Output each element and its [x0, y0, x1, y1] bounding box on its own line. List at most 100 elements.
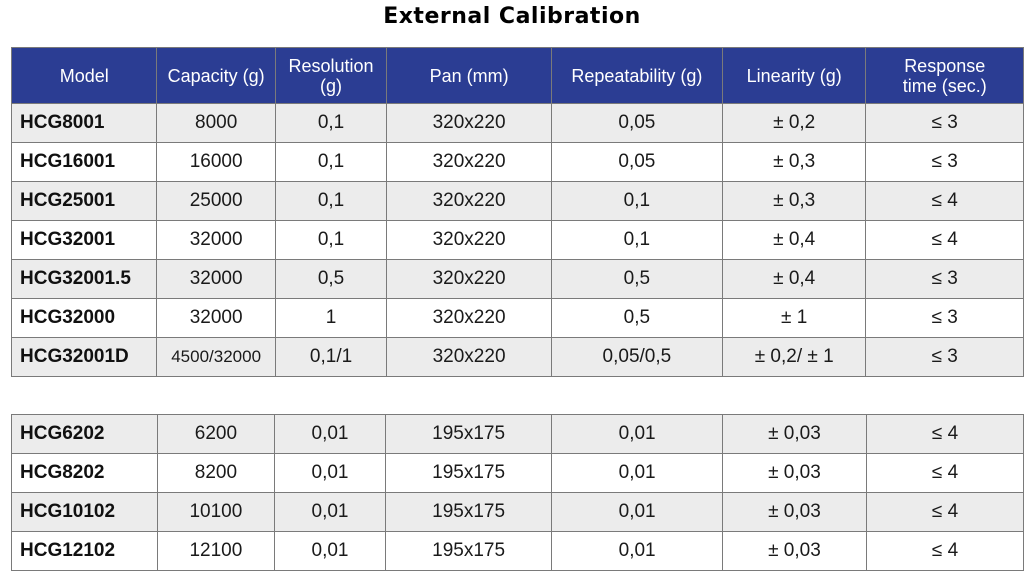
cell-linearity: ± 0,4 [721, 220, 867, 260]
table-header-row: Model Capacity (g) Resolution (g) Pan (m… [10, 47, 1024, 104]
cell-response-time: ≤ 4 [866, 414, 1024, 454]
cell-resolution: 0,01 [274, 414, 386, 454]
cell-pan: 320x220 [386, 298, 552, 338]
header-repeatability: Repeatability (g) [550, 47, 723, 104]
cell-pan: 320x220 [386, 337, 552, 377]
cell-pan: 195x175 [384, 453, 553, 493]
cell-resolution: 0,1 [274, 103, 388, 143]
cell-capacity: 6200 [156, 414, 276, 454]
table-body-group1: HCG8001 8000 0,1 320x220 0,05 ± 0,2 ≤ 3 HCG1600… [10, 103, 1024, 377]
cell-response-time: ≤ 4 [866, 531, 1024, 571]
cell-response-time: ≤ 3 [865, 103, 1024, 143]
cell-pan: 320x220 [386, 103, 552, 143]
cell-pan: 195x175 [384, 414, 553, 454]
table-row: HCG25001 25000 0,1 320x220 0,1 ± 0,3 ≤ 4 [10, 181, 1024, 221]
cell-repeatability: 0,05 [550, 142, 723, 182]
cell-repeatability: 0,01 [551, 414, 723, 454]
cell-repeatability: 0,05 [550, 103, 723, 143]
cell-linearity: ± 0,03 [721, 414, 868, 454]
header-resolution-line2: (g) [320, 75, 343, 96]
cell-repeatability: 0,1 [550, 220, 723, 260]
cell-capacity: 32000 [156, 298, 276, 338]
cell-linearity: ± 0,2/ ± 1 [721, 337, 867, 377]
cell-response-time: ≤ 4 [866, 492, 1024, 532]
cell-resolution: 0,01 [274, 531, 386, 571]
header-response-line2: time (sec.) [902, 75, 987, 96]
cell-model: HCG32001D [10, 337, 158, 377]
cell-response-time: ≤ 3 [865, 337, 1024, 377]
cell-repeatability: 0,01 [551, 492, 723, 532]
cell-capacity: 25000 [156, 181, 276, 221]
cell-linearity: ± 0,3 [721, 181, 867, 221]
cell-resolution: 0,1 [274, 181, 388, 221]
header-response-line1: Response [904, 55, 986, 76]
cell-capacity: 16000 [156, 142, 276, 182]
cell-model: HCG32000 [10, 298, 158, 338]
cell-pan: 195x175 [384, 531, 553, 571]
cell-capacity: 12100 [156, 531, 276, 571]
cell-resolution: 0,01 [274, 492, 386, 532]
header-pan: Pan (mm) [386, 47, 552, 104]
cell-model: HCG8001 [10, 103, 158, 143]
cell-response-time: ≤ 3 [865, 142, 1024, 182]
cell-resolution: 0,1 [274, 142, 388, 182]
table-row: HCG32001.5 32000 0,5 320x220 0,5 ± 0,4 ≤ 3 [10, 259, 1024, 299]
table-row: HCG10102 10100 0,01 195x175 0,01 ± 0,03 ≤ 4 [11, 492, 1024, 532]
cell-linearity: ± 1 [721, 298, 867, 338]
cell-capacity: 4500/32000 [156, 337, 276, 377]
cell-model: HCG10102 [11, 492, 158, 532]
cell-model: HCG25001 [10, 181, 158, 221]
cell-resolution: 1 [274, 298, 388, 338]
cell-resolution: 0,5 [274, 259, 388, 299]
cell-capacity: 32000 [156, 220, 276, 260]
cell-linearity: ± 0,3 [721, 142, 867, 182]
cell-capacity: 10100 [156, 492, 276, 532]
cell-model: HCG32001 [10, 220, 158, 260]
cell-pan: 320x220 [386, 181, 552, 221]
table-row: HCG12102 12100 0,01 195x175 0,01 ± 0,03 ≤ 4 [11, 531, 1024, 571]
cell-repeatability: 0,05/0,5 [550, 337, 723, 377]
table-row: HCG32001D 4500/32000 0,1/1 320x220 0,05/0,5 ±… [10, 337, 1024, 377]
table-body-group2: HCG6202 6200 0,01 195x175 0,01 ± 0,03 ≤ 4 HCG82… [11, 414, 1024, 571]
cell-model: HCG8202 [11, 453, 158, 493]
cell-resolution: 0,1 [274, 220, 388, 260]
header-resolution-line1: Resolution [288, 55, 374, 76]
cell-pan: 320x220 [386, 220, 552, 260]
cell-model: HCG6202 [11, 414, 158, 454]
cell-pan: 320x220 [386, 259, 552, 299]
calibration-table-main: Model Capacity (g) Resolution (g) Pan (m… [10, 47, 1024, 377]
table-row: HCG6202 6200 0,01 195x175 0,01 ± 0,03 ≤ 4 [11, 414, 1024, 454]
cell-resolution: 0,01 [274, 453, 386, 493]
cell-repeatability: 0,01 [551, 453, 723, 493]
cell-capacity: 8200 [156, 453, 276, 493]
header-linearity: Linearity (g) [721, 47, 867, 104]
cell-linearity: ± 0,2 [721, 103, 867, 143]
cell-repeatability: 0,01 [551, 531, 723, 571]
table-row: HCG8202 8200 0,01 195x175 0,01 ± 0,03 ≤ 4 [11, 453, 1024, 493]
table-row: HCG32000 32000 1 320x220 0,5 ± 1 ≤ 3 [10, 298, 1024, 338]
cell-model: HCG16001 [10, 142, 158, 182]
table-row: HCG16001 16000 0,1 320x220 0,05 ± 0,3 ≤ 3 [10, 142, 1024, 182]
cell-linearity: ± 0,4 [721, 259, 867, 299]
cell-model: HCG32001.5 [10, 259, 158, 299]
cell-linearity: ± 0,03 [721, 492, 868, 532]
cell-response-time: ≤ 4 [865, 220, 1024, 260]
table-row: HCG32001 32000 0,1 320x220 0,1 ± 0,4 ≤ 4 [10, 220, 1024, 260]
cell-repeatability: 0,1 [550, 181, 723, 221]
cell-response-time: ≤ 3 [865, 298, 1024, 338]
calibration-table-secondary: HCG6202 6200 0,01 195x175 0,01 ± 0,03 ≤ 4 HCG82… [11, 414, 1024, 571]
cell-capacity: 32000 [156, 259, 276, 299]
header-resolution: Resolution (g) [274, 47, 388, 104]
cell-repeatability: 0,5 [550, 259, 723, 299]
header-model: Model [10, 47, 158, 104]
cell-linearity: ± 0,03 [721, 453, 868, 493]
cell-capacity: 8000 [156, 103, 276, 143]
cell-pan: 320x220 [386, 142, 552, 182]
header-capacity: Capacity (g) [156, 47, 276, 104]
page-title: External Calibration [383, 4, 641, 29]
cell-pan: 195x175 [384, 492, 553, 532]
cell-repeatability: 0,5 [550, 298, 723, 338]
cell-linearity: ± 0,03 [721, 531, 868, 571]
cell-response-time: ≤ 4 [865, 181, 1024, 221]
cell-model: HCG12102 [11, 531, 158, 571]
